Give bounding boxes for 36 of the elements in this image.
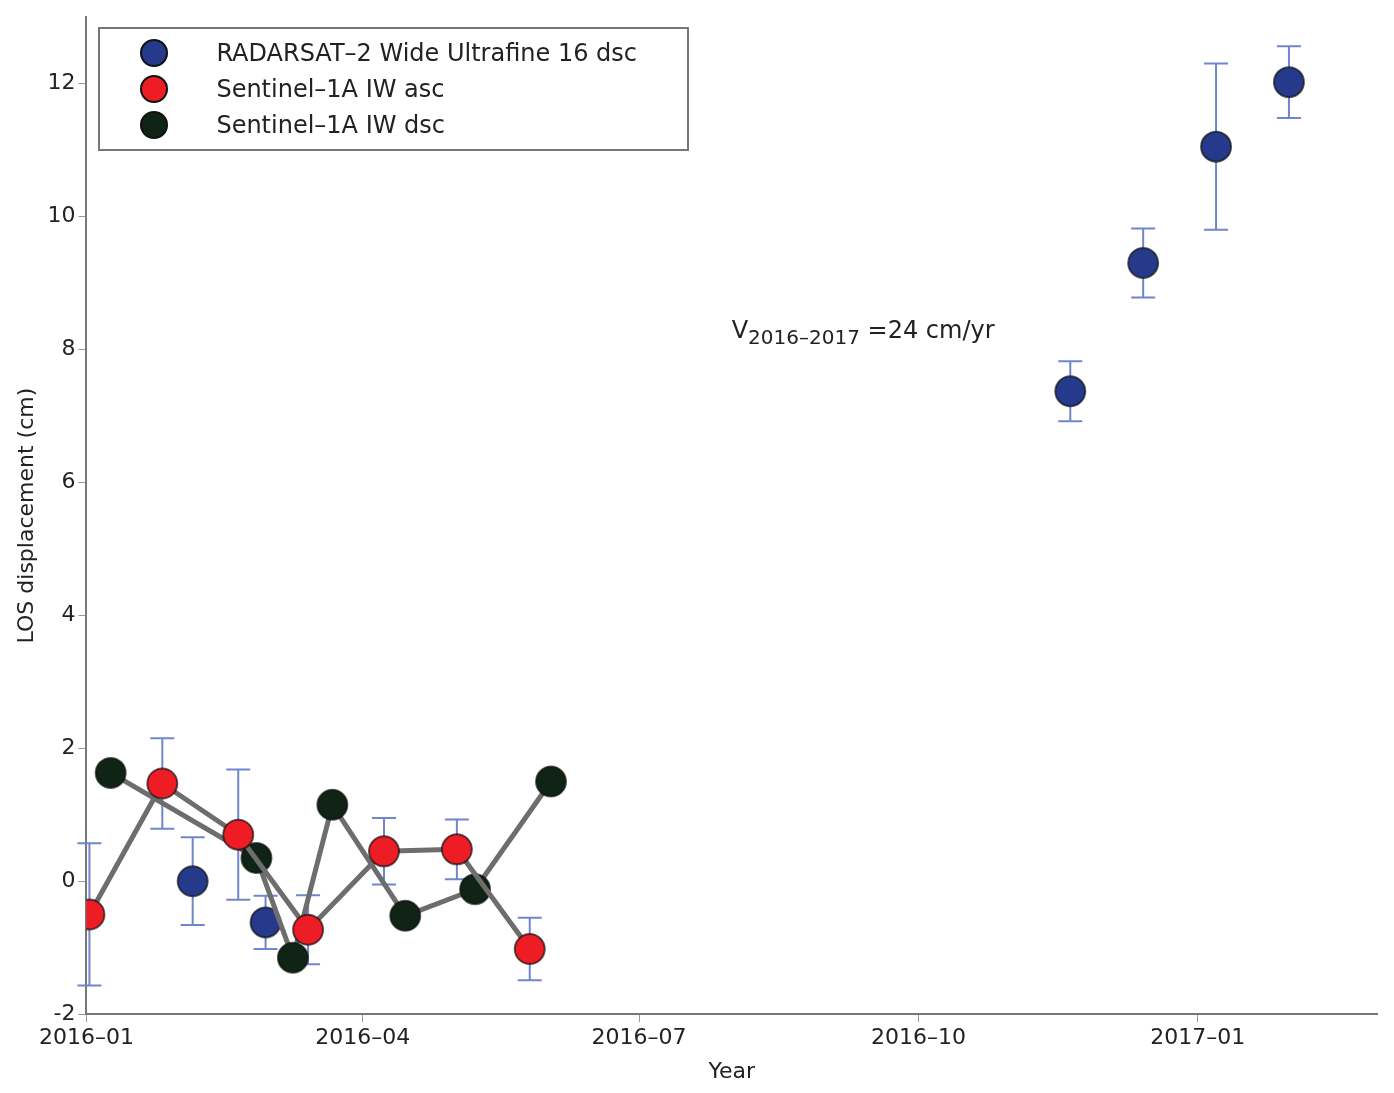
point xyxy=(222,818,255,851)
annotation: V$_{2016–2017}$ =24 cm/yr xyxy=(731,316,995,349)
y-tick-label: 12 xyxy=(47,69,76,95)
point xyxy=(249,906,282,939)
x-tick-label: 2016–01 xyxy=(38,1024,134,1050)
point xyxy=(1127,246,1160,279)
legend-label: Sentinel–1A IW asc xyxy=(216,75,445,103)
y-tick-label: -2 xyxy=(53,999,76,1025)
point xyxy=(440,833,473,866)
point xyxy=(535,765,568,798)
y-tick-label: 4 xyxy=(61,601,76,627)
x-tick-label: 2016–04 xyxy=(315,1024,411,1050)
y-tick-label: 10 xyxy=(47,202,76,228)
x-axis-title: Year xyxy=(707,1057,756,1083)
point xyxy=(146,767,179,800)
point xyxy=(316,788,349,821)
point xyxy=(1054,375,1087,408)
point xyxy=(292,913,325,946)
point xyxy=(513,933,546,966)
point xyxy=(176,865,209,898)
x-tick-label: 2016–07 xyxy=(591,1024,687,1050)
y-tick-label: 6 xyxy=(61,468,76,494)
y-tick-label: 0 xyxy=(61,866,76,892)
point xyxy=(1272,66,1305,99)
point xyxy=(94,756,127,789)
legend-label: Sentinel–1A IW dsc xyxy=(216,111,446,139)
legend-label: RADARSAT–2 Wide Ultrafine 16 dsc xyxy=(216,39,637,67)
x-tick-label: 2016–10 xyxy=(870,1024,966,1050)
point xyxy=(276,941,309,974)
point xyxy=(367,835,400,868)
point xyxy=(389,899,422,932)
y-tick-label: 8 xyxy=(61,335,76,361)
x-tick-label: 2017–01 xyxy=(1150,1024,1246,1050)
point xyxy=(1200,130,1233,163)
y-axis-title: LOS displacement (cm) xyxy=(12,387,38,644)
y-tick-label: 2 xyxy=(61,734,76,759)
